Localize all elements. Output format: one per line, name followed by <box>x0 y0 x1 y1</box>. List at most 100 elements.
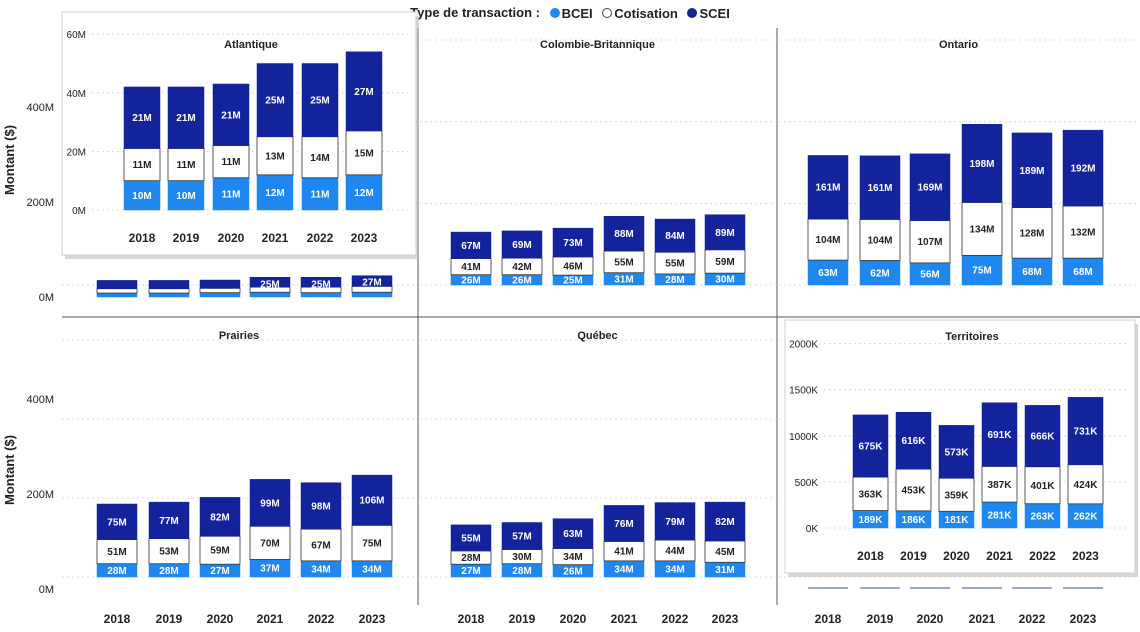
data-label-bcei: 34M <box>311 564 330 575</box>
data-label-bcei: 11M <box>311 189 330 200</box>
bar-segment-bcei <box>123 180 161 211</box>
data-label-cotisation: 359K <box>945 490 970 501</box>
bar-segment-cotisation <box>351 524 393 562</box>
data-label-cotisation: 107M <box>917 237 942 248</box>
data-label-bcei: 262K <box>1074 511 1099 522</box>
data-label-scei: 76M <box>614 519 633 530</box>
x-tick-label: 2019 <box>156 612 183 626</box>
data-label-scei: 25M <box>265 96 284 107</box>
data-label-scei: 573K <box>945 447 970 458</box>
bar-segment-cotisation <box>148 538 190 565</box>
bar-segment-scei <box>148 501 190 539</box>
legend-item-bcei[interactable]: BCEI <box>549 5 593 21</box>
panel-title: Prairies <box>219 330 259 342</box>
bar-segment-cotisation <box>852 476 889 511</box>
bar-segment-scei <box>501 522 543 550</box>
data-label-cotisation: 15M <box>354 148 373 159</box>
y-tick-label: 500K <box>795 478 819 489</box>
data-label-bcei: 28M <box>159 566 178 577</box>
panel-title: Ontario <box>939 39 978 51</box>
data-label-bcei: 63M <box>818 268 837 279</box>
data-label-scei: 27M <box>362 278 381 289</box>
x-tick-label: 2019 <box>173 231 200 245</box>
bar-segment-scei <box>1024 405 1061 468</box>
y-tick-label: 20M <box>67 147 86 158</box>
data-label-scei: 63M <box>563 529 582 540</box>
bar-segment-cotisation <box>167 148 205 182</box>
x-tick-label: 2022 <box>1019 612 1046 626</box>
data-label-bcei: 31M <box>715 565 734 576</box>
data-label-cotisation: 51M <box>107 547 126 558</box>
data-label-scei: 75M <box>107 517 126 528</box>
data-label-scei: 25M <box>311 279 330 290</box>
data-label-scei: 57M <box>512 531 531 542</box>
bar-segment-scei <box>501 230 543 259</box>
legend-item-cotisation[interactable]: Cotisation <box>602 5 678 21</box>
data-label-bcei: 10M <box>132 191 151 202</box>
data-label-bcei: 27M <box>461 566 480 577</box>
data-label-bcei: 37M <box>260 564 279 575</box>
bar-segment-scei <box>654 218 696 253</box>
bar-segment-scei <box>301 63 339 137</box>
bar-segment-cotisation <box>148 288 190 294</box>
row-y-tick-label: 400M <box>26 102 54 114</box>
panel-territoires <box>779 339 1138 589</box>
x-tick-label: 2021 <box>611 612 638 626</box>
bar-segment-cotisation <box>1011 207 1053 259</box>
bar-segment-cotisation <box>1062 205 1104 259</box>
legend-label-bcei: BCEI <box>561 5 593 21</box>
data-label-cotisation: 453K <box>902 485 927 496</box>
x-tick-label: 2019 <box>509 612 536 626</box>
data-label-scei: 69M <box>512 240 531 251</box>
bar-segment-bcei <box>148 292 190 298</box>
data-label-bcei: 56M <box>920 269 939 280</box>
data-label-bcei: 34M <box>665 564 684 575</box>
y-tick-label: 1500K <box>789 386 818 397</box>
bar-segment-scei <box>199 497 241 537</box>
data-label-scei: 99M <box>260 498 279 509</box>
bar-segment-scei <box>807 155 849 220</box>
bar-segment-scei <box>981 402 1018 467</box>
bar-segment-scei <box>450 231 492 259</box>
legend-item-scei[interactable]: SCEI <box>687 5 730 21</box>
bar-segment-scei <box>909 153 951 221</box>
x-tick-label: 2022 <box>307 231 334 245</box>
panel-title: Atlantique <box>224 39 278 51</box>
bar-segment-bcei <box>345 174 383 211</box>
data-label-bcei: 189K <box>859 515 884 526</box>
data-label-scei: 25M <box>310 96 329 107</box>
y-tick-label: 0M <box>72 206 86 217</box>
bar-segment-bcei <box>1067 503 1104 529</box>
bar-segment-scei <box>552 227 594 258</box>
bar-segment-scei <box>603 505 645 542</box>
data-label-scei: 77M <box>159 516 178 527</box>
bar-segment-bcei <box>96 292 138 298</box>
x-tick-label: 2020 <box>943 549 970 563</box>
x-tick-label: 2018 <box>129 231 156 245</box>
y-axis-title: Montant ($) <box>2 435 17 505</box>
bar-segment-scei <box>256 63 294 137</box>
x-tick-label: 2018 <box>104 612 131 626</box>
data-label-cotisation: 11M <box>222 157 241 168</box>
bar-segment-scei <box>300 482 342 530</box>
bar-segment-scei <box>552 518 594 549</box>
data-label-cotisation: 134M <box>969 224 994 235</box>
bar-segment-scei <box>345 51 383 132</box>
legend-dot-scei <box>687 8 698 19</box>
data-label-cotisation: 387K <box>988 480 1013 491</box>
data-label-cotisation: 46M <box>563 262 582 273</box>
bar-segment-scei <box>1011 132 1053 208</box>
x-tick-label: 2023 <box>712 612 739 626</box>
data-label-scei: 67M <box>461 241 480 252</box>
data-label-scei: 25M <box>260 279 279 290</box>
bar-segment-bcei <box>1062 257 1104 286</box>
data-label-cotisation: 75M <box>362 539 381 550</box>
data-label-scei: 79M <box>665 517 684 528</box>
data-label-bcei: 28M <box>512 566 531 577</box>
bar-segment-bcei <box>300 292 342 298</box>
data-label-cotisation: 42M <box>512 262 531 273</box>
bar-segment-cotisation <box>938 477 975 512</box>
x-tick-label: 2023 <box>351 231 378 245</box>
bar-segment-scei <box>167 86 205 149</box>
